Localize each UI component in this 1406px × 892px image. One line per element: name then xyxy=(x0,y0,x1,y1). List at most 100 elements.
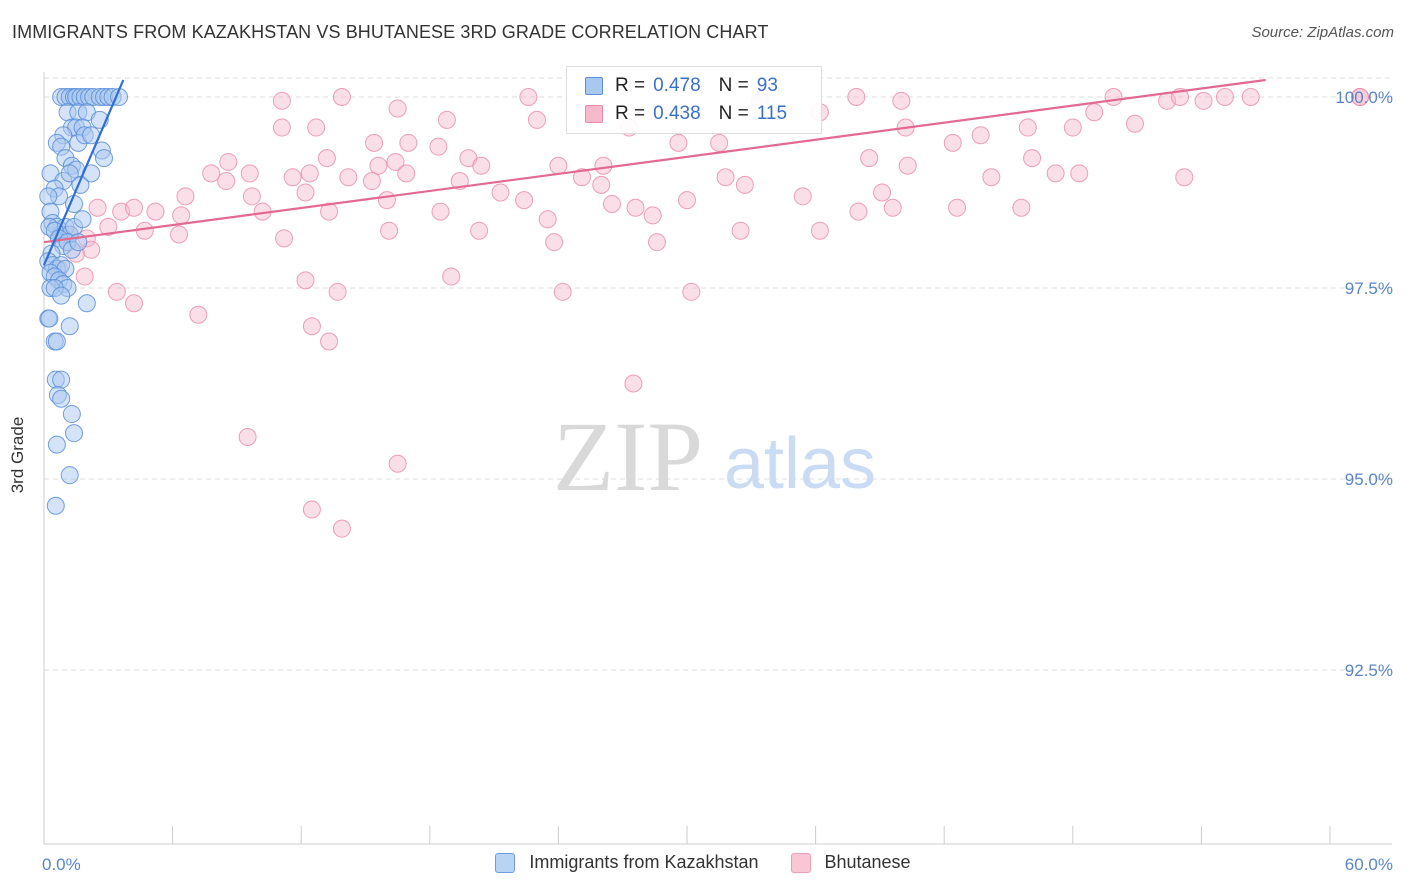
point-bhutanese xyxy=(948,198,967,217)
legend-label-bhutanese: Bhutanese xyxy=(824,852,911,872)
point-bhutanese xyxy=(594,156,613,175)
series-kazakhstan xyxy=(39,88,129,515)
point-bhutanese xyxy=(377,191,396,210)
n-value: 115 xyxy=(756,103,788,124)
point-bhutanese xyxy=(735,175,754,194)
point-kazakhstan xyxy=(73,210,92,229)
point-bhutanese xyxy=(442,267,461,286)
point-bhutanese xyxy=(189,305,208,324)
point-bhutanese xyxy=(943,133,962,152)
point-bhutanese xyxy=(307,118,326,137)
point-bhutanese xyxy=(519,88,538,106)
point-bhutanese xyxy=(1012,198,1031,217)
point-bhutanese xyxy=(242,187,261,206)
point-kazakhstan xyxy=(52,286,71,305)
point-bhutanese xyxy=(710,133,729,152)
point-bhutanese xyxy=(240,164,259,183)
point-bhutanese xyxy=(538,210,557,229)
point-bhutanese xyxy=(669,133,688,152)
point-bhutanese xyxy=(515,191,534,210)
point-bhutanese xyxy=(332,519,351,538)
point-bhutanese xyxy=(624,374,643,393)
point-bhutanese xyxy=(437,110,456,129)
point-bhutanese xyxy=(892,91,911,110)
point-bhutanese xyxy=(643,206,662,225)
point-bhutanese xyxy=(883,198,902,217)
point-bhutanese xyxy=(217,172,236,191)
point-bhutanese xyxy=(1070,164,1089,183)
n-label: N = xyxy=(718,103,749,124)
point-bhutanese xyxy=(238,427,257,446)
point-bhutanese xyxy=(99,217,118,236)
trend-lines xyxy=(42,78,1266,266)
legend-swatch-pink xyxy=(585,105,603,123)
y-tick-label: 97.5% xyxy=(1345,279,1393,298)
legend-item-kazakhstan[interactable]: Immigrants from Kazakhstan xyxy=(495,852,759,873)
point-bhutanese xyxy=(397,164,416,183)
r-value: 0.438 xyxy=(653,103,701,124)
legend-row-bhutanese: R = 0.438 N = 115 xyxy=(585,103,787,125)
point-bhutanese xyxy=(302,317,321,336)
point-bhutanese xyxy=(678,191,696,210)
point-kazakhstan xyxy=(62,405,81,424)
point-kazakhstan xyxy=(47,435,66,454)
point-bhutanese xyxy=(380,221,399,240)
point-bhutanese xyxy=(176,187,195,206)
point-bhutanese xyxy=(320,202,339,221)
point-bhutanese xyxy=(135,221,154,240)
point-bhutanese xyxy=(317,149,336,168)
point-bhutanese xyxy=(1175,168,1194,187)
point-bhutanese xyxy=(272,118,291,137)
series-legend: Immigrants from Kazakhstan Bhutanese xyxy=(0,852,1406,873)
legend-item-bhutanese[interactable]: Bhutanese xyxy=(790,852,911,873)
point-bhutanese xyxy=(202,164,221,183)
point-bhutanese xyxy=(716,168,735,187)
point-bhutanese xyxy=(88,198,107,217)
point-kazakhstan xyxy=(95,149,114,168)
y-tick-label: 100.0% xyxy=(1335,88,1393,107)
point-kazakhstan xyxy=(46,496,65,515)
point-bhutanese xyxy=(982,168,1001,187)
point-bhutanese xyxy=(527,110,546,129)
point-bhutanese xyxy=(572,168,591,187)
watermark-atlas: atlas xyxy=(724,424,876,504)
point-bhutanese xyxy=(592,175,611,194)
point-bhutanese xyxy=(1063,118,1082,137)
point-bhutanese xyxy=(146,202,165,221)
point-bhutanese xyxy=(219,152,238,171)
legend-swatch-pink xyxy=(790,852,811,873)
point-bhutanese xyxy=(1241,88,1260,106)
watermark-zip: ZIP xyxy=(553,401,703,512)
point-kazakhstan xyxy=(60,466,79,485)
y-tick-label: 95.0% xyxy=(1345,470,1393,489)
point-bhutanese xyxy=(1104,88,1123,106)
r-label: R = xyxy=(615,75,646,96)
point-bhutanese xyxy=(388,454,407,473)
point-bhutanese xyxy=(1215,88,1234,106)
point-kazakhstan xyxy=(39,187,58,206)
point-bhutanese xyxy=(170,225,189,244)
legend-row-kazakhstan: R = 0.478 N = 93 xyxy=(585,75,778,97)
point-bhutanese xyxy=(388,99,407,118)
watermark: ZIP atlas xyxy=(553,401,876,512)
point-bhutanese xyxy=(626,198,645,217)
point-bhutanese xyxy=(793,187,812,206)
axes xyxy=(43,72,1392,845)
point-bhutanese xyxy=(300,164,319,183)
point-bhutanese xyxy=(491,183,510,202)
point-bhutanese xyxy=(647,233,666,252)
point-bhutanese xyxy=(339,168,358,187)
legend-swatch-blue xyxy=(585,77,603,95)
legend-label-kazakhstan: Immigrants from Kazakhstan xyxy=(529,852,759,872)
point-bhutanese xyxy=(849,202,868,221)
point-kazakhstan xyxy=(60,317,79,336)
point-kazakhstan xyxy=(47,332,66,351)
point-bhutanese xyxy=(302,500,321,519)
point-bhutanese xyxy=(472,156,491,175)
r-label: R = xyxy=(615,103,646,124)
point-bhutanese xyxy=(272,91,291,110)
point-bhutanese xyxy=(553,282,572,301)
point-bhutanese xyxy=(362,172,381,191)
point-bhutanese xyxy=(332,88,351,106)
source-credit: Source: ZipAtlas.com xyxy=(1251,24,1394,41)
